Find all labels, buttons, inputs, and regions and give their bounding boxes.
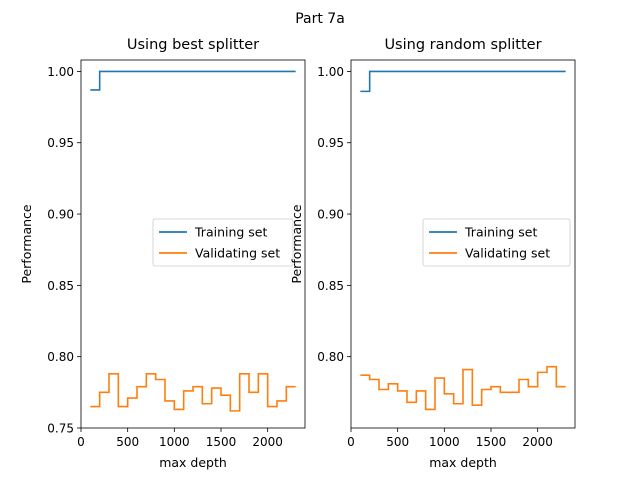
legend: Training set Validating set [422,218,571,267]
y-tick-label: 0.90 [317,208,344,222]
subplot-title: Using best splitter [127,37,259,53]
legend-box [152,218,294,267]
x-tick-label: 2000 [252,435,283,449]
x-axis-label: max depth [159,455,227,470]
x-axis-label: max depth [429,455,497,470]
x-tick-label: 1000 [159,435,190,449]
x-tick-label: 500 [386,435,409,449]
validating-set-line [360,365,566,411]
y-tick-label: 0.85 [47,279,74,293]
subplot-best-splitter: Using best splitter 0 500 1000 1500 2000 0.75 0… [19,37,306,470]
legend-box [422,218,571,267]
x-tick-label: 500 [116,435,139,449]
axes-frame [350,59,576,429]
legend-entry: Training set [464,225,537,240]
x-tick-label: 0 [77,435,85,449]
legend-entry: Validating set [195,246,280,261]
y-tick-label: 0.95 [47,136,74,150]
subplot-random-splitter: Using random splitter 0 500 1000 1500 2000 0.8… [289,37,576,470]
y-axis-label: Performance [289,204,304,284]
subplot-title: Using random splitter [384,37,541,53]
y-tick-label: 0.80 [317,350,344,364]
y-tick-label: 0.80 [47,350,74,364]
axes-frame [80,59,306,429]
y-tick-label: 1.00 [317,65,344,79]
x-tick-label: 1500 [206,435,237,449]
x-tick-label: 1000 [429,435,460,449]
x-tick-label: 1500 [476,435,507,449]
legend-entry: Validating set [465,246,550,261]
y-tick-label: 0.95 [317,136,344,150]
training-set-line [360,70,566,93]
figure-suptitle: Part 7a [295,11,345,27]
y-tick-label: 0.85 [317,279,344,293]
y-tick-label: 0.90 [47,208,74,222]
y-tick-label: 1.00 [47,65,74,79]
legend: Training set Validating set [152,218,294,267]
legend-entry: Training set [194,225,267,240]
y-tick-label: 0.75 [47,422,74,436]
training-set-line [90,70,296,91]
y-axis-label: Performance [19,204,34,284]
x-tick-label: 0 [347,435,355,449]
x-tick-label: 2000 [522,435,553,449]
validating-set-line [90,373,296,412]
